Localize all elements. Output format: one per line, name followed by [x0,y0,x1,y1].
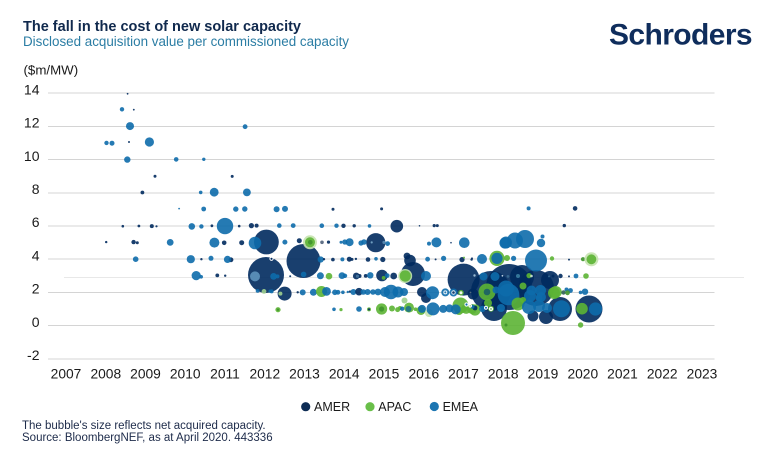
svg-text:2017: 2017 [448,366,479,381]
svg-text:2007: 2007 [51,366,82,381]
svg-text:8: 8 [32,181,40,197]
svg-text:2022: 2022 [647,366,678,381]
svg-text:AMER: AMER [314,400,350,414]
svg-text:2011: 2011 [210,366,240,381]
svg-text:6: 6 [32,214,40,230]
svg-text:4: 4 [32,247,40,263]
svg-text:2008: 2008 [90,366,121,381]
svg-text:-2: -2 [27,347,40,363]
svg-text:14: 14 [24,81,40,97]
svg-text:2016: 2016 [408,366,439,381]
svg-text:2009: 2009 [130,366,161,381]
svg-text:2019: 2019 [528,366,559,381]
svg-text:The fall in the cost of new so: The fall in the cost of new solar capaci… [23,19,301,35]
svg-text:2013: 2013 [289,366,320,381]
svg-text:EMEA: EMEA [443,400,479,414]
svg-text:Schroders: Schroders [609,19,752,52]
svg-text:Disclosed acquisition value pe: Disclosed acquisition value per commissi… [23,34,349,49]
svg-text:APAC: APAC [378,400,411,414]
svg-text:12: 12 [24,115,40,131]
svg-text:10: 10 [24,148,40,164]
svg-text:2020: 2020 [567,366,598,381]
svg-text:0: 0 [32,314,40,330]
svg-text:2023: 2023 [687,366,718,381]
svg-text:The bubble's size reflects net: The bubble's size reflects net acquired … [22,420,266,432]
svg-text:2014: 2014 [329,366,360,381]
svg-text:2015: 2015 [369,366,400,381]
svg-text:Source: BloombergNEF, as at Ap: Source: BloombergNEF, as at April 2020. … [22,432,273,444]
svg-text:2: 2 [32,281,40,297]
svg-text:2012: 2012 [249,366,280,381]
svg-text:2018: 2018 [488,366,519,381]
svg-text:($m/MW): ($m/MW) [24,63,79,78]
svg-text:2021: 2021 [607,366,638,381]
svg-text:2010: 2010 [170,366,201,381]
